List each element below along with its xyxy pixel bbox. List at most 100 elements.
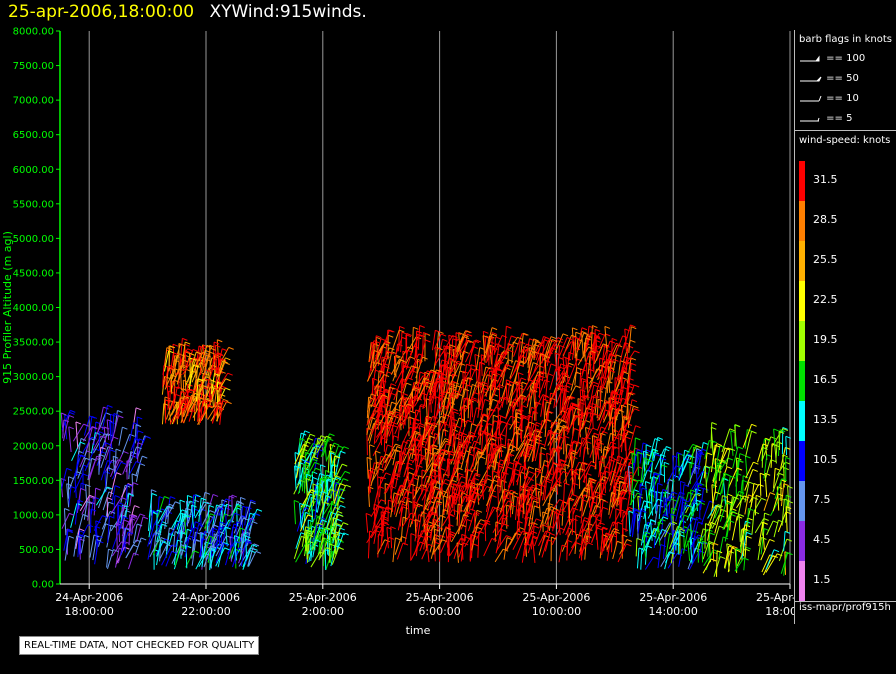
- wind-barb: [165, 527, 175, 552]
- wind-barb: [95, 486, 113, 506]
- wind-barb: [386, 408, 401, 427]
- wind-barb: [80, 534, 90, 553]
- wind-barb: [598, 333, 611, 350]
- wind-barb: [75, 454, 87, 473]
- wind-barb: [551, 527, 566, 546]
- wind-barb: [777, 511, 792, 533]
- wind-barb: [106, 497, 113, 518]
- wind-barb: [233, 535, 240, 561]
- wind-barb: [216, 378, 231, 394]
- wind-barb: [500, 359, 514, 377]
- barb-symbol-icon: [800, 55, 820, 62]
- wind-barb: [557, 337, 573, 360]
- wind-barb: [75, 421, 82, 449]
- wind-barb: [503, 504, 516, 525]
- wind-barb: [72, 423, 89, 442]
- wind-barb: [783, 530, 791, 552]
- wind-barb: [63, 414, 75, 442]
- wind-barb: [164, 347, 173, 367]
- wind-barb: [447, 535, 455, 563]
- y-tick-label: 8000.00: [13, 27, 54, 38]
- wind-barb: [89, 508, 97, 533]
- wind-barb: [101, 510, 116, 530]
- wind-barb: [240, 540, 252, 567]
- wind-barb: [327, 450, 335, 473]
- wind-barb: [702, 558, 717, 574]
- wind-barb: [186, 500, 192, 527]
- source-label: iss-mapr/prof915h: [795, 601, 896, 613]
- wind-barb: [203, 524, 219, 545]
- wind-barb: [219, 400, 228, 425]
- y-tick-label: 0.00: [32, 580, 54, 591]
- wind-barb: [174, 545, 186, 566]
- wind-barb: [297, 475, 311, 495]
- barb-symbol-icon: [800, 95, 822, 102]
- wind-barb: [310, 529, 325, 549]
- wind-barb: [628, 326, 637, 353]
- wind-barb: [244, 535, 251, 558]
- wind-barb: [582, 440, 592, 459]
- wind-barb: [68, 426, 74, 453]
- wind-barb: [480, 398, 490, 419]
- color-scale-label: 4.5: [813, 533, 831, 546]
- wind-barb: [485, 494, 497, 519]
- wind-barb: [225, 526, 231, 547]
- x-tick-label-time: 10:00:00: [532, 605, 581, 618]
- wind-barb: [62, 419, 70, 439]
- y-tick-label: 6500.00: [13, 130, 54, 141]
- wind-barb: [93, 487, 101, 516]
- wind-barb: [294, 465, 300, 491]
- wind-barb: [305, 531, 312, 560]
- x-tick-label-date: 25-Apr-2006: [289, 591, 357, 604]
- wind-barb: [125, 539, 142, 558]
- wind-barb: [321, 488, 336, 511]
- color-scale-label: 22.5: [813, 293, 838, 306]
- title-datetime: 25-apr-2006,18:00:00: [8, 2, 195, 22]
- wind-barb: [98, 453, 105, 475]
- wind-barb: [218, 357, 231, 377]
- wind-barb: [329, 525, 336, 546]
- color-swatch: [799, 401, 805, 441]
- wind-barb: [329, 543, 335, 563]
- wind-barb: [210, 352, 223, 371]
- wind-barb: [94, 525, 101, 545]
- wind-barb: [742, 475, 749, 499]
- barb-legend-title: barb flags in knots: [799, 34, 892, 45]
- wind-barb: [197, 399, 210, 418]
- wind-barb: [113, 495, 121, 518]
- wind-barb: [193, 524, 204, 544]
- wind-barb: [514, 377, 527, 402]
- y-axis-label: 915 Profiler Altitude (m agl): [1, 231, 14, 384]
- wind-barb: [111, 485, 121, 504]
- wind-barb: [336, 484, 351, 506]
- barb-legend-item: == 10: [799, 92, 859, 106]
- wind-barb: [161, 403, 170, 425]
- wind-barb: [111, 415, 124, 442]
- wind-barb: [125, 493, 134, 517]
- x-tick-label-time: 14:00:00: [648, 605, 697, 618]
- barb-symbol-icon: [800, 117, 820, 122]
- wind-barb: [494, 548, 509, 563]
- color-scale-label: 13.5: [813, 413, 838, 426]
- wind-barb: [404, 518, 416, 545]
- wind-barb: [451, 338, 458, 357]
- wind-barb: [127, 552, 139, 570]
- wind-barb: [134, 537, 147, 556]
- chart-title: 25-apr-2006,18:00:00 XYWind:915winds.: [8, 2, 367, 22]
- x-tick-label-date: 25-Apr-2006: [639, 591, 707, 604]
- wind-barb: [106, 419, 113, 441]
- wind-barb: [780, 552, 793, 574]
- wind-barb: [189, 352, 195, 374]
- wind-barb: [68, 486, 77, 507]
- wind-barb: [335, 450, 346, 476]
- wind-barb: [150, 509, 158, 530]
- wind-barb: [101, 404, 113, 430]
- wind-barb: [171, 359, 180, 381]
- wind-barb: [334, 482, 341, 503]
- wind-barb: [564, 463, 570, 485]
- wind-barb: [244, 512, 256, 537]
- wind-barb: [460, 508, 476, 530]
- barb-legend-item: == 5: [799, 112, 852, 126]
- wind-barb: [247, 543, 260, 567]
- wind-barb: [615, 521, 623, 547]
